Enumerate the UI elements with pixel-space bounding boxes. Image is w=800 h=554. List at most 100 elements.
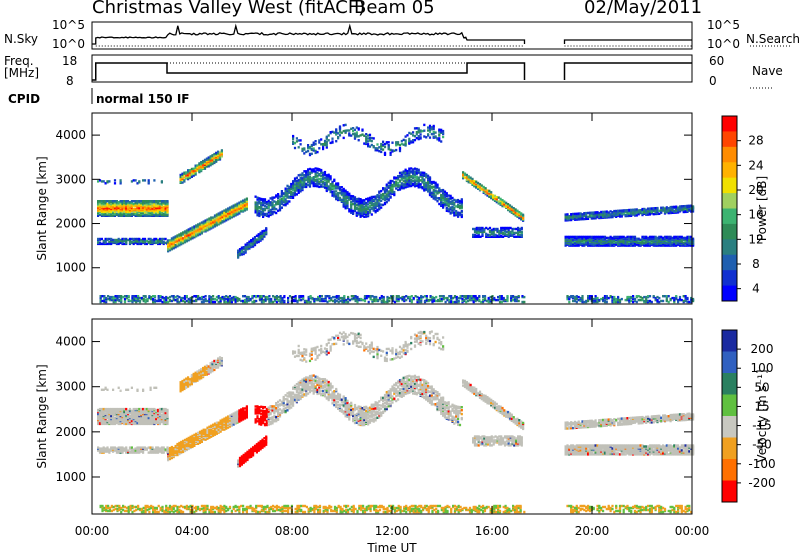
scatter-cell [500,198,502,200]
scatter-cell [593,236,595,238]
scatter-cell [333,190,335,192]
scatter-cell [431,192,433,194]
scatter-cell [416,168,418,170]
scatter-cell [446,198,448,200]
scatter-cell [416,183,418,185]
scatter-cell [473,180,475,182]
scatter-cell [442,202,444,204]
scatter-cell [315,167,317,169]
scatter-cell [482,299,484,301]
scatter-cell [638,209,640,211]
scatter-cell [272,301,274,303]
scatter-cell [154,295,156,297]
scatter-cell [289,295,291,297]
scatter-cell [425,136,427,138]
scatter-cell [296,300,298,302]
scatter-cell [190,297,192,299]
scatter-cell [670,206,672,208]
scatter-cell [255,196,257,198]
scatter-cell [114,200,116,202]
scatter-cell [227,207,229,209]
scatter-cell [683,237,685,239]
scatter-cell [337,192,339,194]
scatter-cell [175,244,177,246]
scatter-cell [322,185,324,187]
scatter-cell [105,238,107,240]
scatter-cell [576,236,578,238]
scatter-cell [393,191,395,193]
scatter-cell [358,139,360,141]
scatter-cell [448,197,450,199]
scatter-cell [668,207,670,209]
scatter-cell [438,137,440,139]
scatter-cell [385,301,387,303]
scatter-cell [658,236,660,238]
scatter-cell [456,296,458,298]
scatter-cell [326,301,328,303]
scatter-cell [445,301,447,303]
scatter-cell [252,238,254,240]
scatter-cell [382,148,384,150]
scatter-cell [418,297,420,299]
scatter-cell [450,195,452,197]
scatter-cell [195,295,197,297]
scatter-cell [290,183,292,185]
scatter-cell [303,152,305,154]
scatter-cell [225,208,227,210]
scatter-cell [388,141,390,143]
scatter-cell [407,296,409,298]
scatter-cell [490,191,492,193]
scatter-cell [410,140,412,142]
scatter-cell [666,206,668,208]
scatter-cell [129,238,131,240]
scatter-cell [181,173,183,175]
scatter-cell [300,174,302,176]
scatter-cell [169,299,171,301]
scatter-cell [568,301,570,303]
scatter-cell [99,200,101,202]
scatter-cell [255,201,257,203]
scatter-cell [138,200,140,202]
scatter-cell [286,200,288,202]
scatter-cell [229,295,231,297]
scatter-cell [225,295,227,297]
scatter-cell [448,194,450,196]
scatter-cell [628,209,630,211]
scatter-cell [161,296,163,298]
scatter-cell [688,236,690,238]
scatter-cell [568,215,570,217]
scatter-cell [505,299,507,301]
scatter-cell [578,236,580,238]
scatter-cell [515,232,517,234]
scatter-cell [246,198,248,200]
scatter-cell [360,134,362,136]
scatter-cell [352,210,354,212]
scatter-cell [515,228,517,230]
scatter-cell [464,176,466,178]
scatter-cell [163,200,165,202]
scatter-cell [348,208,350,210]
scatter-cell [118,238,120,240]
scatter-cell [345,130,347,132]
scatter-cell [493,297,495,299]
scatter-cell [163,238,165,240]
scatter-cell [510,227,512,229]
scatter-cell [298,146,300,148]
scatter-cell [140,239,142,241]
scatter-cell [155,200,157,202]
scatter-cell [318,139,320,141]
scatter-cell [476,227,478,229]
scatter-cell [412,180,414,182]
scatter-cell [319,295,321,297]
scatter-cell [453,199,455,201]
scatter-cell [347,296,349,298]
scatter-cell [502,236,504,238]
scatter-cell [292,192,294,194]
scatter-cell [354,129,356,131]
scatter-cell [427,175,429,177]
scatter-cell [455,205,457,207]
scatter-cell [358,298,360,300]
scatter-cell [495,228,497,230]
scatter-cell [578,212,580,214]
scatter-cell [336,300,338,302]
